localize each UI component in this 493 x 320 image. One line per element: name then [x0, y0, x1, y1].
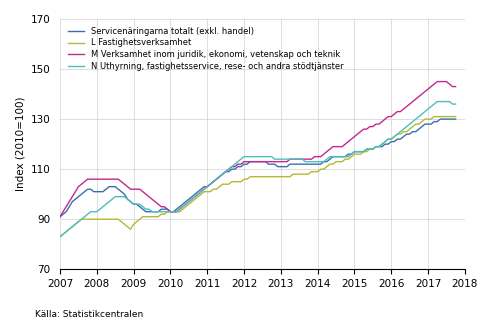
N Uthyrning, fastighetsservice, rese- och andra stödtjänster	[453, 102, 458, 106]
Text: Källa: Statistikcentralen: Källa: Statistikcentralen	[35, 310, 143, 319]
N Uthyrning, fastighetsservice, rese- och andra stödtjänster	[262, 155, 268, 159]
Servicenäringarna totalt (exkl. handel)	[164, 207, 170, 211]
M Verksamhet inom juridik, ekonomi, vetenskap och teknik	[453, 85, 458, 89]
M Verksamhet inom juridik, ekonomi, vetenskap och teknik	[226, 167, 232, 171]
M Verksamhet inom juridik, ekonomi, vetenskap och teknik	[367, 125, 373, 129]
Servicenäringarna totalt (exkl. handel)	[226, 170, 232, 173]
Y-axis label: Index (2010=100): Index (2010=100)	[15, 97, 25, 191]
N Uthyrning, fastighetsservice, rese- och andra stödtjänster	[367, 147, 373, 151]
M Verksamhet inom juridik, ekonomi, vetenskap och teknik	[57, 215, 63, 219]
L Fastighetsverksamhet	[164, 210, 170, 214]
M Verksamhet inom juridik, ekonomi, vetenskap och teknik	[434, 80, 440, 84]
N Uthyrning, fastighetsservice, rese- och andra stödtjänster	[164, 210, 170, 214]
L Fastighetsverksamhet	[431, 115, 437, 118]
Servicenäringarna totalt (exkl. handel)	[437, 117, 443, 121]
N Uthyrning, fastighetsservice, rese- och andra stödtjänster	[57, 235, 63, 239]
L Fastighetsverksamhet	[349, 155, 354, 159]
L Fastighetsverksamhet	[317, 167, 323, 171]
L Fastighetsverksamhet	[226, 182, 232, 186]
Line: Servicenäringarna totalt (exkl. handel): Servicenäringarna totalt (exkl. handel)	[60, 119, 456, 217]
Line: L Fastighetsverksamhet: L Fastighetsverksamhet	[60, 116, 456, 237]
N Uthyrning, fastighetsservice, rese- och andra stödtjänster	[349, 152, 354, 156]
Servicenäringarna totalt (exkl. handel)	[349, 152, 354, 156]
M Verksamhet inom juridik, ekonomi, vetenskap och teknik	[317, 155, 323, 159]
L Fastighetsverksamhet	[453, 115, 458, 118]
M Verksamhet inom juridik, ekonomi, vetenskap och teknik	[164, 207, 170, 211]
Line: N Uthyrning, fastighetsservice, rese- och andra stödtjänster: N Uthyrning, fastighetsservice, rese- oc…	[60, 101, 456, 237]
Servicenäringarna totalt (exkl. handel)	[367, 147, 373, 151]
Servicenäringarna totalt (exkl. handel)	[57, 215, 63, 219]
M Verksamhet inom juridik, ekonomi, vetenskap och teknik	[262, 160, 268, 164]
L Fastighetsverksamhet	[262, 175, 268, 179]
Line: M Verksamhet inom juridik, ekonomi, vetenskap och teknik: M Verksamhet inom juridik, ekonomi, vete…	[60, 82, 456, 217]
N Uthyrning, fastighetsservice, rese- och andra stödtjänster	[317, 160, 323, 164]
L Fastighetsverksamhet	[367, 147, 373, 151]
M Verksamhet inom juridik, ekonomi, vetenskap och teknik	[349, 137, 354, 141]
Servicenäringarna totalt (exkl. handel)	[317, 162, 323, 166]
Servicenäringarna totalt (exkl. handel)	[453, 117, 458, 121]
Legend: Servicenäringarna totalt (exkl. handel), L Fastighetsverksamhet, M Verksamhet in: Servicenäringarna totalt (exkl. handel),…	[64, 23, 347, 75]
N Uthyrning, fastighetsservice, rese- och andra stödtjänster	[226, 167, 232, 171]
Servicenäringarna totalt (exkl. handel)	[262, 160, 268, 164]
N Uthyrning, fastighetsservice, rese- och andra stödtjänster	[434, 100, 440, 103]
L Fastighetsverksamhet	[57, 235, 63, 239]
